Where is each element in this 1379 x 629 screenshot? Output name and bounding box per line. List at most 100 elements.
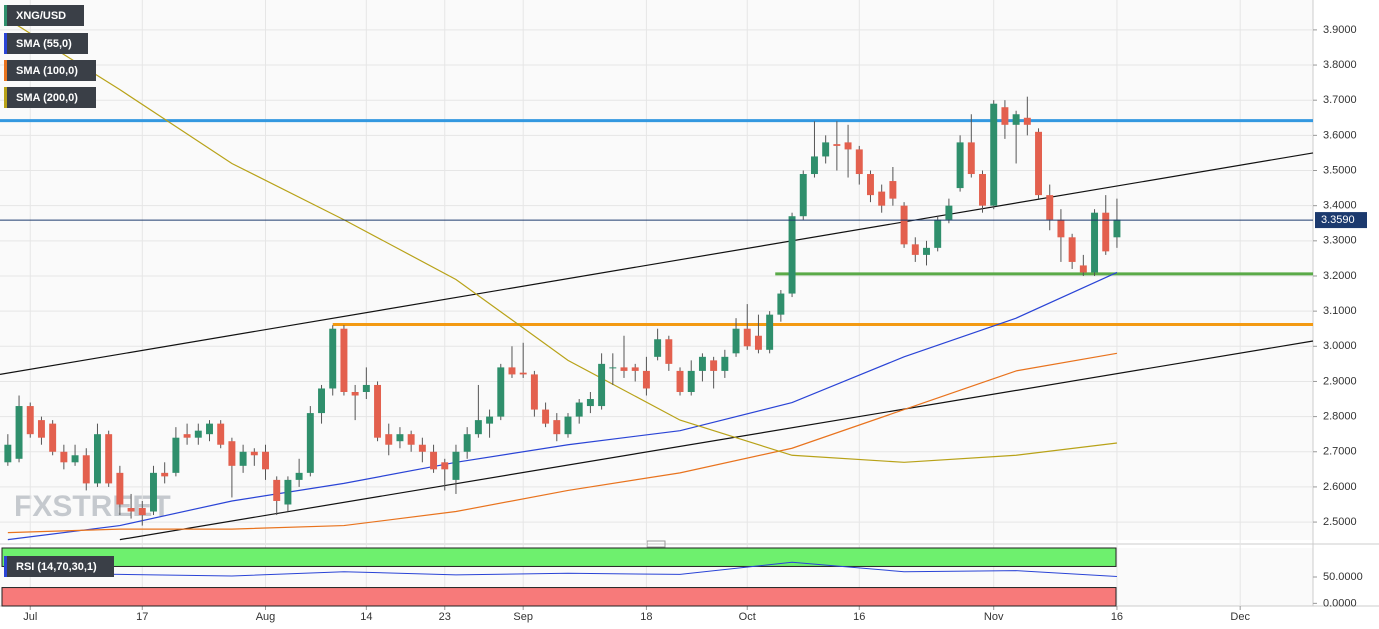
candle-body — [262, 451, 269, 470]
legend-swatch — [4, 60, 7, 81]
trend-line — [0, 152, 1314, 376]
candle-body — [542, 409, 550, 424]
candle-body — [385, 434, 393, 445]
candle-body — [945, 205, 953, 220]
candle-body — [609, 367, 617, 369]
candle-body — [1068, 237, 1076, 262]
candle-body — [620, 367, 628, 371]
last-price-label: 3.3590 — [1321, 214, 1355, 226]
y-tick-label: 3.1000 — [1323, 305, 1357, 317]
candle-body — [351, 391, 359, 396]
candle-body — [822, 142, 830, 157]
candle-body — [1012, 114, 1020, 125]
candle-body — [37, 420, 45, 438]
x-tick-label: 16 — [1111, 611, 1123, 623]
candle-body — [1001, 107, 1009, 125]
candle-body — [116, 472, 124, 505]
sma-line — [7, 352, 1118, 534]
y-tick-label: 3.6000 — [1323, 129, 1357, 141]
candle-body — [553, 420, 561, 435]
sma-line — [7, 271, 1118, 541]
plot-background — [0, 0, 1313, 540]
x-tick-label: Oct — [739, 611, 756, 623]
candle-body — [575, 402, 583, 417]
x-tick-label: 14 — [360, 611, 372, 623]
y-tick-label: 3.8000 — [1323, 59, 1357, 71]
candle-body — [318, 388, 326, 414]
candle-body — [60, 451, 68, 463]
candle-body — [990, 103, 998, 206]
candle-body — [1035, 131, 1042, 196]
x-tick-label: Nov — [984, 611, 1004, 623]
y-tick-label: 3.4000 — [1323, 200, 1357, 212]
y-tick-label: 3.0000 — [1323, 340, 1357, 352]
candle-body — [721, 356, 729, 371]
candle-body — [407, 434, 415, 445]
x-tick-label: 16 — [853, 611, 865, 623]
rsi-y-tick-label: 0.0000 — [1323, 597, 1357, 609]
candle-body — [631, 367, 639, 371]
candle-body — [82, 455, 90, 484]
candle-body — [519, 372, 527, 375]
candle-body — [710, 360, 718, 371]
candle-body — [284, 479, 292, 505]
last-price-box — [1315, 212, 1367, 229]
candle-body — [934, 219, 942, 248]
y-tick-label: 2.6000 — [1323, 481, 1357, 493]
candle-body — [1113, 219, 1121, 238]
candle-body — [911, 244, 919, 255]
candle-body — [687, 370, 695, 392]
candle-body — [127, 508, 135, 512]
rsi-legend-box — [4, 556, 114, 577]
x-tick-label: 17 — [136, 611, 148, 623]
candle-body — [564, 416, 572, 435]
candle-body — [878, 191, 886, 206]
candle-body — [777, 293, 785, 315]
rsi-oversold-zone — [1, 587, 1117, 607]
watermark-text: FXSTREET — [14, 490, 171, 523]
candle-body — [194, 430, 202, 438]
y-tick-label: 3.2000 — [1323, 270, 1357, 282]
candle-body — [250, 451, 258, 456]
candle-body — [754, 335, 762, 350]
candle-body — [105, 434, 113, 484]
rsi-overbought-zone — [1, 547, 1117, 567]
candle-body — [867, 174, 874, 196]
candle-body — [1102, 212, 1110, 252]
candle-body — [508, 367, 516, 375]
y-tick-label: 3.5000 — [1323, 164, 1357, 176]
candle-body — [93, 434, 101, 484]
candle-body — [732, 328, 740, 354]
candle-body — [4, 444, 12, 463]
candle-body — [172, 437, 180, 473]
candle-body — [654, 339, 662, 357]
rsi-legend-label: RSI (14,70,30,1) — [16, 561, 97, 573]
candle-body — [138, 508, 146, 516]
candle-body — [206, 423, 213, 435]
candle-body — [49, 423, 57, 452]
y-tick-label: 3.7000 — [1323, 94, 1357, 106]
candle-body — [743, 328, 751, 347]
candle-body — [766, 314, 774, 350]
legend-box — [4, 5, 84, 26]
resize-grip[interactable] — [646, 540, 666, 548]
candle-body — [810, 156, 818, 175]
candle-body — [530, 374, 538, 410]
candle-body — [362, 384, 370, 392]
candle-body — [923, 247, 930, 255]
candle-body — [374, 384, 382, 438]
candle-body — [979, 174, 986, 206]
candle-body — [889, 181, 897, 199]
x-tick-label: Sep — [513, 611, 533, 623]
candle-body — [900, 205, 908, 245]
y-tick-label: 2.9000 — [1323, 375, 1357, 387]
x-tick-label: Aug — [256, 611, 276, 623]
y-tick-label: 2.7000 — [1323, 446, 1357, 458]
rsi-line — [7, 561, 1117, 577]
candle-body — [1057, 219, 1065, 238]
candle-body — [329, 328, 337, 389]
candle-body — [855, 149, 863, 175]
candle-body — [642, 370, 650, 389]
candle-body — [1091, 212, 1099, 273]
